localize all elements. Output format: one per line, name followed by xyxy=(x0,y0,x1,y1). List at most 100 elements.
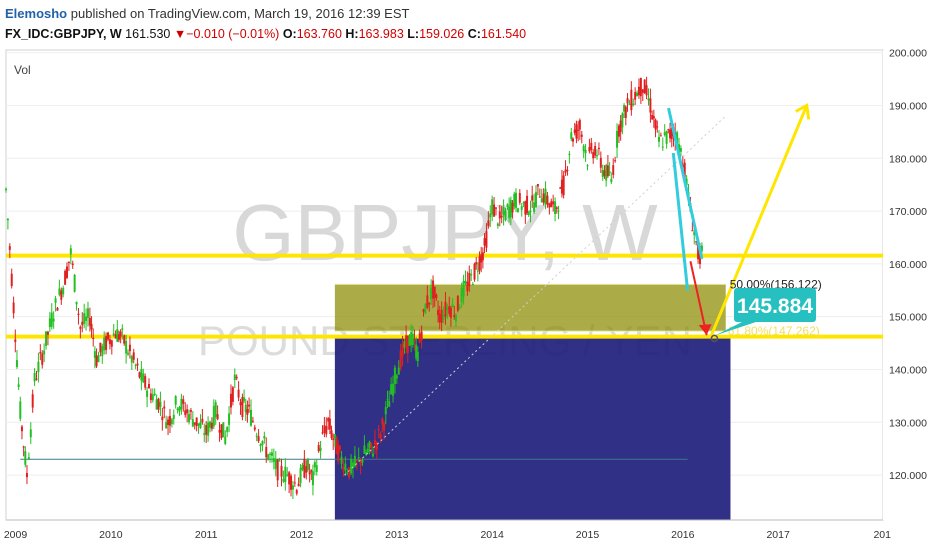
candle-body xyxy=(259,444,262,447)
candle-body xyxy=(480,254,483,263)
candle-body xyxy=(529,210,532,213)
candle-body xyxy=(493,204,496,217)
last-price: 161.530 xyxy=(125,27,171,41)
candle-body xyxy=(695,241,698,243)
candle-body xyxy=(114,334,117,339)
candle-body xyxy=(244,404,247,413)
candle-body xyxy=(270,452,273,456)
candle-body xyxy=(297,483,300,487)
candle-body xyxy=(85,316,88,321)
watermark-symbol: GBPJPY, W xyxy=(232,188,658,277)
close-value: 161.540 xyxy=(480,27,527,41)
candle-body xyxy=(401,343,404,357)
candle-body xyxy=(337,445,340,462)
candle-body xyxy=(327,417,330,422)
author-link[interactable]: Elemosho xyxy=(5,6,68,21)
candle-body xyxy=(506,204,509,207)
candle-body xyxy=(570,132,573,139)
price-axis[interactable]: 120.000 130.000 140.000 150.000 160.000 170.0… xyxy=(883,48,932,520)
candle-body xyxy=(586,165,589,167)
candle-body xyxy=(248,404,251,407)
candle-body xyxy=(476,270,479,272)
candle-body xyxy=(15,360,18,367)
candle-body xyxy=(554,201,557,215)
candle-body xyxy=(693,231,696,236)
candle-body xyxy=(392,383,395,396)
candle-body xyxy=(178,406,181,412)
candle-body xyxy=(606,165,609,177)
candle-body xyxy=(340,456,343,464)
candle-body xyxy=(184,410,187,415)
candle-body xyxy=(612,165,615,175)
candle-body xyxy=(381,418,384,425)
target-callout-pointer xyxy=(715,322,756,336)
candle-body xyxy=(511,202,514,213)
candle-body xyxy=(321,432,324,434)
candle-body xyxy=(255,435,258,437)
candle-body xyxy=(218,430,221,433)
candle-body xyxy=(359,458,362,466)
candle-body xyxy=(351,462,354,468)
candle-body xyxy=(241,396,244,417)
candle-body xyxy=(191,419,194,427)
candle-body xyxy=(416,351,419,362)
price-tick-label: 170.000 xyxy=(889,206,927,218)
candle-body xyxy=(413,339,416,341)
candle-body xyxy=(626,98,629,104)
candle-body xyxy=(274,458,277,469)
candle-body xyxy=(220,424,223,438)
candle-body xyxy=(590,142,593,150)
candle-body xyxy=(430,287,433,300)
time-axis[interactable]: 2009 2010 2011 2012 2013 2014 2015 2016 2017 201 xyxy=(4,519,891,541)
time-tick-label: 2017 xyxy=(766,529,790,541)
symbol-name: FX_IDC:GBPJPY, W xyxy=(5,27,122,41)
candle-body xyxy=(95,355,98,367)
candle-body xyxy=(338,445,341,450)
time-tick-label: 2014 xyxy=(480,529,504,541)
candle-body xyxy=(132,352,135,360)
candle-body xyxy=(426,295,429,308)
candle-body xyxy=(621,113,624,128)
candle-body xyxy=(641,89,644,93)
candle-body xyxy=(363,445,366,454)
candle-body xyxy=(249,409,252,426)
candle-body xyxy=(92,337,95,339)
candle-body xyxy=(594,146,597,156)
candle-body xyxy=(144,376,147,388)
candle-body xyxy=(478,256,481,271)
target-callout-bg xyxy=(734,288,816,322)
candle-body xyxy=(449,307,452,318)
candle-body xyxy=(14,339,17,343)
candle-body xyxy=(353,455,356,467)
candle-body xyxy=(656,126,659,128)
candle-body xyxy=(603,170,606,176)
candle-body xyxy=(66,266,69,278)
candle-body xyxy=(405,335,408,348)
candle-body xyxy=(616,130,619,148)
time-tick-label: 2013 xyxy=(385,529,409,541)
candle-body xyxy=(456,296,459,311)
candle-body xyxy=(624,106,627,118)
candle-body xyxy=(464,280,467,284)
candle-body xyxy=(649,98,652,113)
candle-body xyxy=(448,306,451,314)
candle-body xyxy=(500,215,503,218)
candle-body xyxy=(383,423,386,431)
candle-body xyxy=(116,329,119,342)
open-value: 163.760 xyxy=(296,27,342,41)
candle-body xyxy=(163,406,166,409)
candle-body xyxy=(90,324,93,330)
candle-body xyxy=(233,374,236,380)
candle-body xyxy=(176,408,179,411)
candle-body xyxy=(348,467,351,478)
candle-body xyxy=(494,207,497,209)
candle-body xyxy=(651,115,654,120)
candle-body xyxy=(657,136,660,142)
candle-body xyxy=(311,471,314,486)
candle-body xyxy=(365,452,368,455)
candle-body xyxy=(636,92,639,97)
candle-body xyxy=(596,155,599,157)
candle-body xyxy=(552,201,555,205)
candle-body xyxy=(418,333,421,343)
